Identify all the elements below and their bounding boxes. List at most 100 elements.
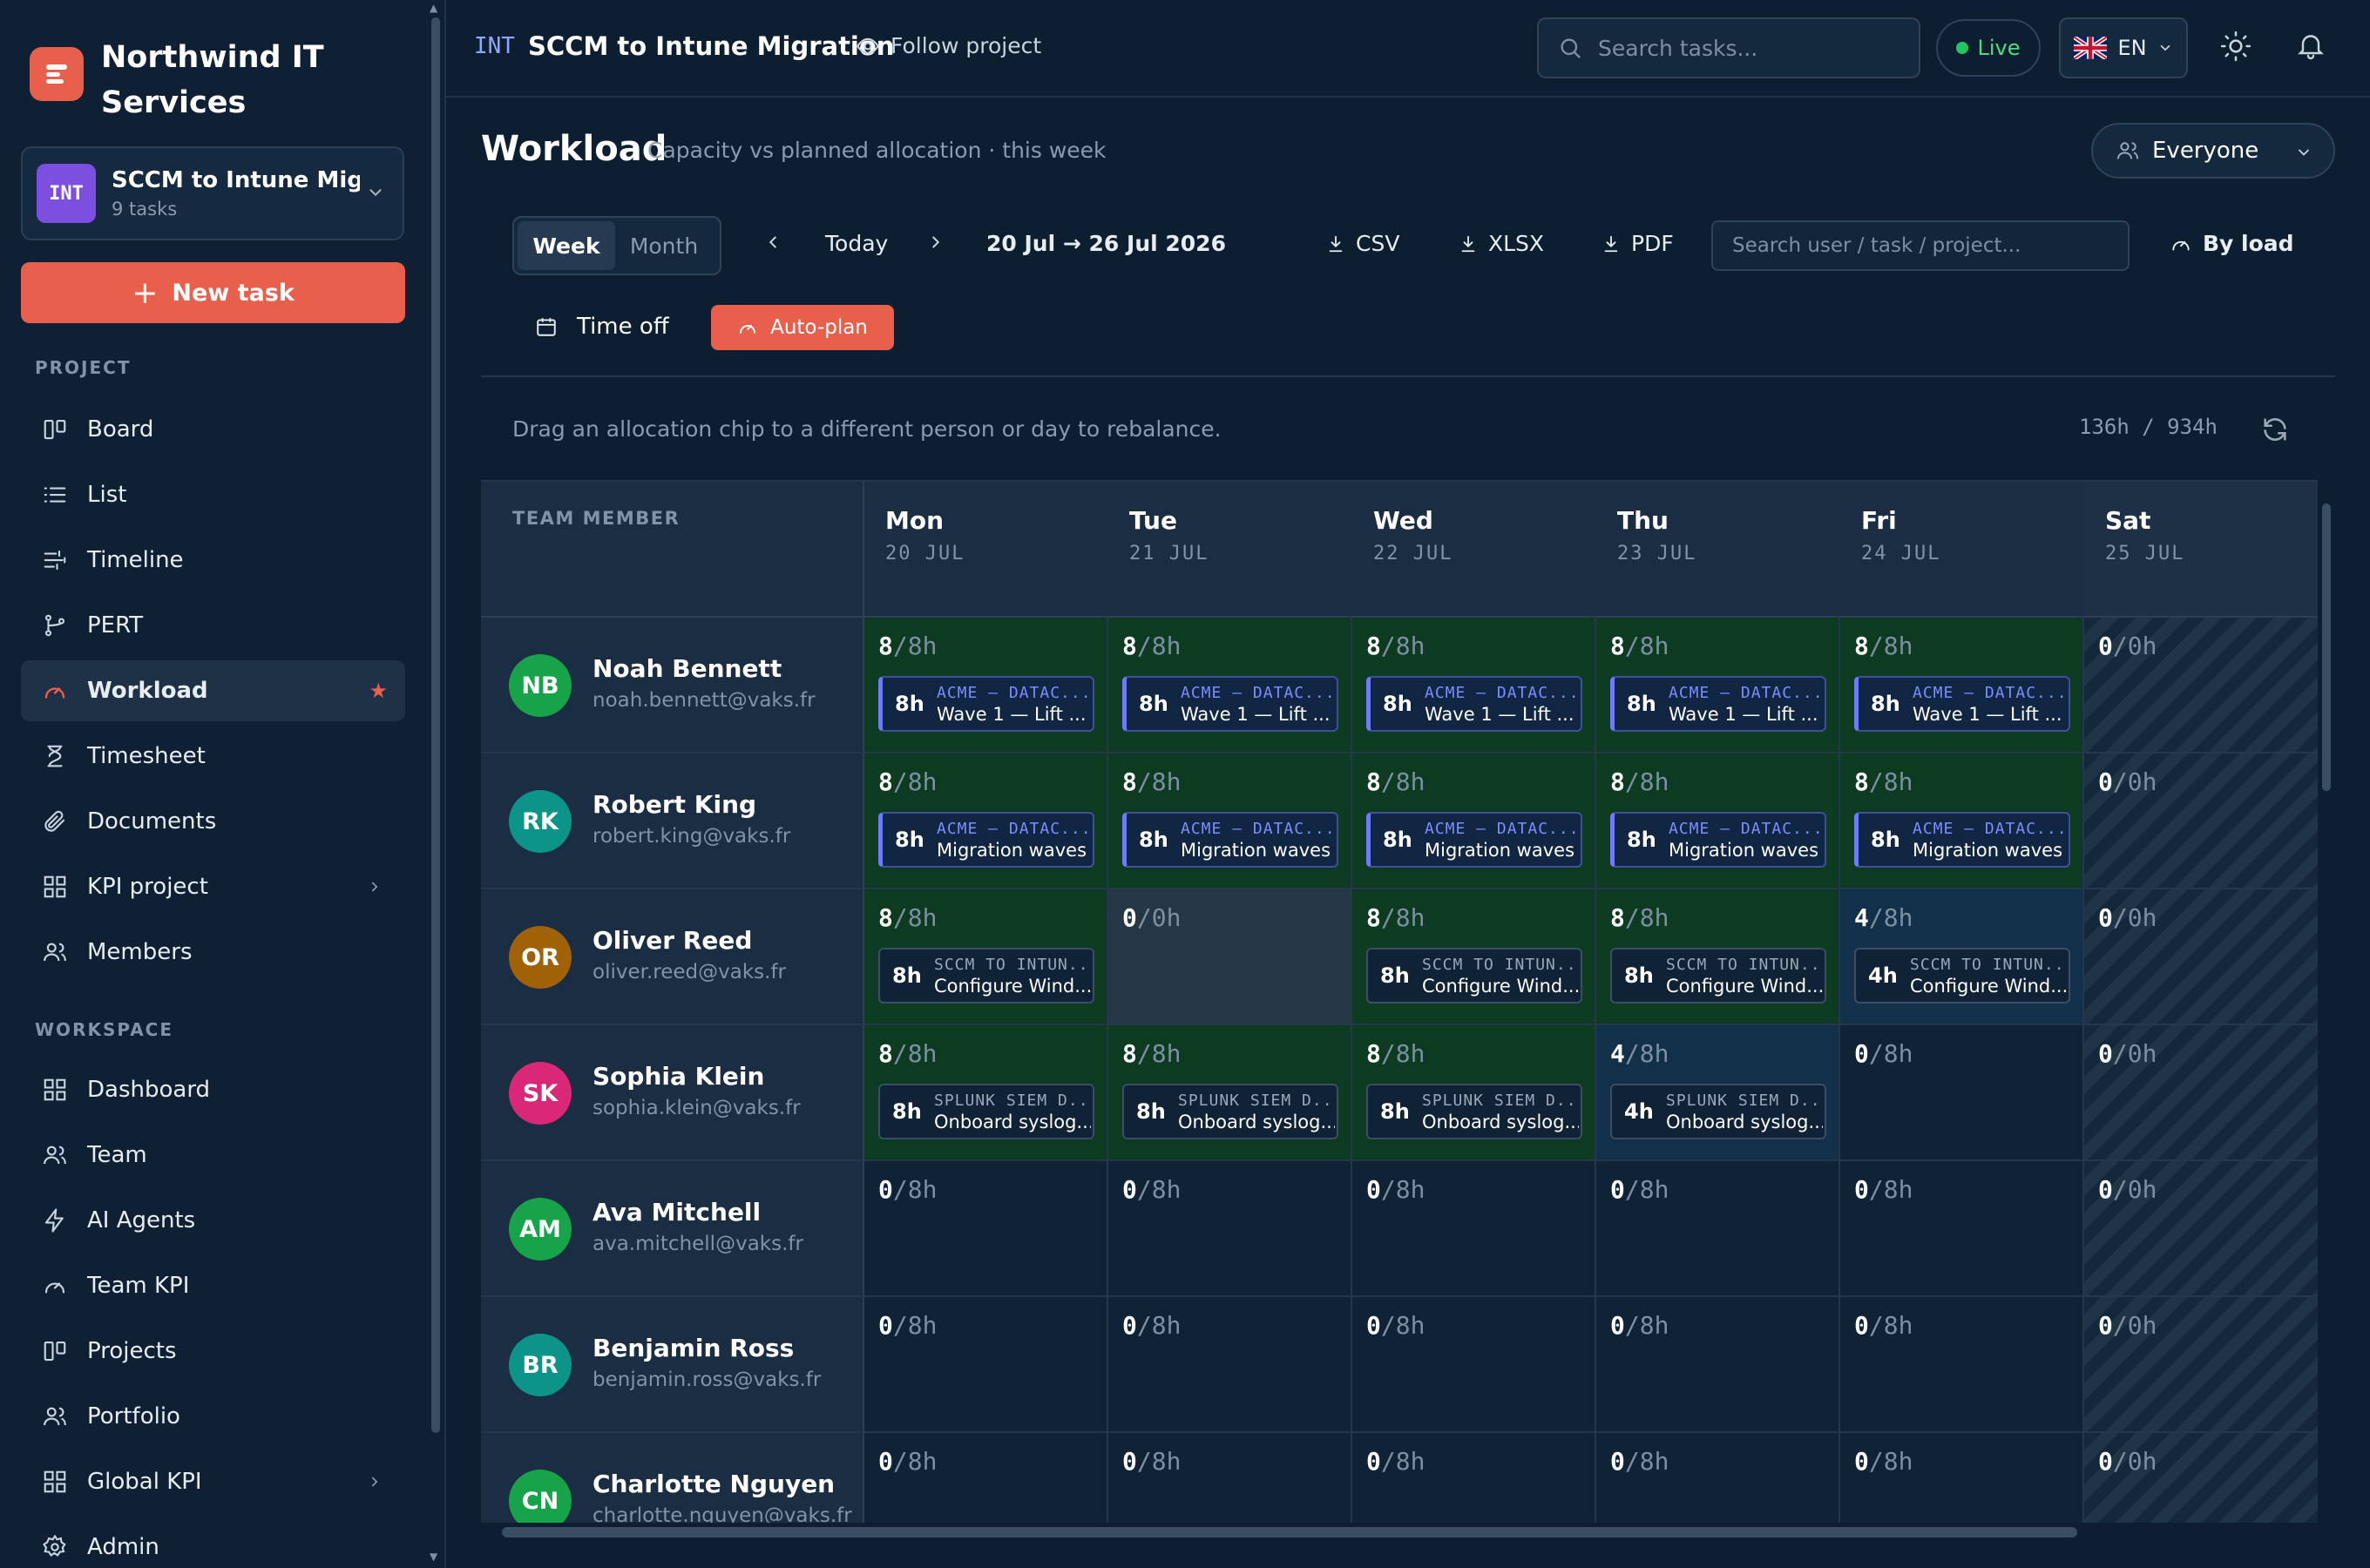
workload-cell[interactable]: 0/8h	[1108, 1161, 1352, 1297]
workload-cell[interactable]: 0/0h	[1108, 889, 1352, 1025]
workload-cell[interactable]: 0/8h	[1840, 1025, 2084, 1161]
allocation-chip[interactable]: 8h SCCM TO INTUN... Configure Wind...	[878, 948, 1094, 1004]
allocation-chip[interactable]: 8h ACME — DATAC... Wave 1 — Lift ...	[878, 676, 1094, 732]
workload-cell[interactable]: 8/8h 8h SCCM TO INTUN... Configure Wind.…	[1352, 889, 1596, 1025]
workload-cell[interactable]: 8/8h 8h ACME — DATAC... Migration waves	[1840, 754, 2084, 889]
workload-cell[interactable]: 0/8h	[1352, 1433, 1596, 1523]
workload-cell[interactable]: 0/0h	[2084, 1297, 2318, 1433]
team-member-row-header[interactable]: AM Ava Mitchell ava.mitchell@vaks.fr	[481, 1161, 864, 1297]
workload-cell[interactable]: 8/8h 8h ACME — DATAC... Wave 1 — Lift ..…	[1596, 618, 1840, 754]
workload-search-input[interactable]: Search user / task / project...	[1711, 220, 2130, 271]
workload-cell[interactable]: 8/8h 8h ACME — DATAC... Wave 1 — Lift ..…	[1352, 618, 1596, 754]
sidebar-item-documents[interactable]: Documents	[21, 791, 405, 852]
workload-cell[interactable]: 0/0h	[2084, 1433, 2318, 1523]
allocation-chip[interactable]: 8h SCCM TO INTUN... Configure Wind...	[1610, 948, 1826, 1004]
people-filter-dropdown[interactable]: Everyone	[2091, 123, 2335, 179]
brand[interactable]: Northwind IT Services	[30, 35, 336, 125]
workload-cell[interactable]: 0/8h	[1596, 1297, 1840, 1433]
workload-cell[interactable]: 0/0h	[2084, 754, 2318, 889]
allocation-chip[interactable]: 8h ACME — DATAC... Migration waves	[1854, 812, 2070, 868]
grid-horizontal-scrollbar[interactable]	[502, 1527, 2077, 1538]
workload-cell[interactable]: 0/8h	[1840, 1161, 2084, 1297]
previous-week-button[interactable]	[763, 233, 782, 252]
workload-cell[interactable]: 0/8h	[864, 1297, 1108, 1433]
grid-vertical-scrollbar[interactable]	[2322, 504, 2331, 791]
sidebar-item-list[interactable]: List	[21, 464, 405, 525]
allocation-chip[interactable]: 8h ACME — DATAC... Wave 1 — Lift ...	[1366, 676, 1582, 732]
workload-cell[interactable]: 4/8h 4h SCCM TO INTUN... Configure Wind.…	[1840, 889, 2084, 1025]
allocation-chip[interactable]: 8h SPLUNK SIEM D... Onboard syslog...	[1366, 1084, 1582, 1139]
workload-cell[interactable]: 8/8h 8h ACME — DATAC... Migration waves	[864, 754, 1108, 889]
sidebar-item-pert[interactable]: PERT	[21, 595, 405, 656]
workload-cell[interactable]: 0/8h	[1840, 1297, 2084, 1433]
allocation-chip[interactable]: 8h SPLUNK SIEM D... Onboard syslog...	[1122, 1084, 1338, 1139]
workload-cell[interactable]: 0/8h	[864, 1433, 1108, 1523]
export-xlsx-button[interactable]: XLSX	[1459, 231, 1544, 256]
sidebar-item-ai-agents[interactable]: AI Agents	[21, 1190, 405, 1251]
allocation-chip[interactable]: 8h ACME — DATAC... Migration waves	[1122, 812, 1338, 868]
new-task-button[interactable]: + New task	[21, 262, 405, 323]
sidebar-item-timesheet[interactable]: Timesheet	[21, 726, 405, 787]
team-member-row-header[interactable]: CN Charlotte Nguyen charlotte.nguyen@vak…	[481, 1433, 864, 1523]
team-member-row-header[interactable]: SK Sophia Klein sophia.klein@vaks.fr	[481, 1025, 864, 1161]
sidebar-item-admin[interactable]: Admin	[21, 1517, 405, 1568]
sidebar-item-global-kpi[interactable]: Global KPI	[21, 1451, 405, 1512]
workload-cell[interactable]: 8/8h 8h ACME — DATAC... Migration waves	[1108, 754, 1352, 889]
workload-cell[interactable]: 0/0h	[2084, 889, 2318, 1025]
workload-cell[interactable]: 8/8h 8h ACME — DATAC... Migration waves	[1352, 754, 1596, 889]
allocation-chip[interactable]: 8h ACME — DATAC... Migration waves	[1366, 812, 1582, 868]
task-search-input[interactable]: Search tasks...	[1537, 17, 1920, 78]
workload-cell[interactable]: 0/8h	[1596, 1161, 1840, 1297]
sidebar-item-members[interactable]: Members	[21, 922, 405, 983]
allocation-chip[interactable]: 8h SCCM TO INTUN... Configure Wind...	[1366, 948, 1582, 1004]
team-member-row-header[interactable]: OR Oliver Reed oliver.reed@vaks.fr	[481, 889, 864, 1025]
today-button[interactable]: Today	[825, 231, 889, 256]
sidebar-item-dashboard[interactable]: Dashboard	[21, 1059, 405, 1120]
workload-cell[interactable]: 0/0h	[2084, 1025, 2318, 1161]
follow-project-button[interactable]: Follow project	[856, 33, 1041, 58]
month-view-button[interactable]: Month	[629, 233, 699, 259]
sidebar-scrollbar[interactable]	[431, 17, 440, 1433]
time-off-button[interactable]: Time off	[535, 314, 669, 340]
workload-cell[interactable]: 0/8h	[864, 1161, 1108, 1297]
sort-by-load-button[interactable]: By load	[2170, 231, 2294, 256]
language-selector[interactable]: EN	[2059, 17, 2188, 78]
allocation-chip[interactable]: 8h ACME — DATAC... Migration waves	[878, 812, 1094, 868]
workload-cell[interactable]: 0/8h	[1108, 1297, 1352, 1433]
next-week-button[interactable]	[926, 233, 945, 252]
workload-cell[interactable]: 8/8h 8h ACME — DATAC... Wave 1 — Lift ..…	[864, 618, 1108, 754]
theme-toggle-sun-icon[interactable]	[2219, 30, 2252, 63]
sidebar-item-projects[interactable]: Projects	[21, 1321, 405, 1382]
sidebar-item-team-kpi[interactable]: Team KPI	[21, 1255, 405, 1316]
team-member-row-header[interactable]: BR Benjamin Ross benjamin.ross@vaks.fr	[481, 1297, 864, 1433]
auto-plan-button[interactable]: Auto-plan	[711, 305, 894, 350]
allocation-chip[interactable]: 8h ACME — DATAC... Wave 1 — Lift ...	[1854, 676, 2070, 732]
live-status-badge[interactable]: Live	[1936, 19, 2041, 77]
workload-cell[interactable]: 8/8h 8h ACME — DATAC... Migration waves	[1596, 754, 1840, 889]
workload-cell[interactable]: 0/8h	[1108, 1433, 1352, 1523]
sidebar-item-kpi-project[interactable]: KPI project	[21, 856, 405, 917]
allocation-chip[interactable]: 8h ACME — DATAC... Wave 1 — Lift ...	[1610, 676, 1826, 732]
sidebar-item-workload[interactable]: Workload ★	[21, 660, 405, 721]
export-pdf-button[interactable]: PDF	[1601, 231, 1674, 256]
workload-cell[interactable]: 4/8h 4h SPLUNK SIEM D... Onboard syslog.…	[1596, 1025, 1840, 1161]
scroll-down-arrow[interactable]: ▼	[430, 1551, 438, 1563]
week-view-button[interactable]: Week	[518, 221, 615, 270]
workload-cell[interactable]: 8/8h 8h SPLUNK SIEM D... Onboard syslog.…	[1352, 1025, 1596, 1161]
workload-cell[interactable]: 0/8h	[1352, 1161, 1596, 1297]
allocation-chip[interactable]: 8h SPLUNK SIEM D... Onboard syslog...	[878, 1084, 1094, 1139]
sidebar-item-portfolio[interactable]: Portfolio	[21, 1386, 405, 1447]
workload-cell[interactable]: 8/8h 8h SCCM TO INTUN... Configure Wind.…	[864, 889, 1108, 1025]
workload-cell[interactable]: 8/8h 8h ACME — DATAC... Wave 1 — Lift ..…	[1108, 618, 1352, 754]
workload-cell[interactable]: 8/8h 8h ACME — DATAC... Wave 1 — Lift ..…	[1840, 618, 2084, 754]
allocation-chip[interactable]: 4h SCCM TO INTUN... Configure Wind...	[1854, 948, 2070, 1004]
allocation-chip[interactable]: 8h ACME — DATAC... Migration waves	[1610, 812, 1826, 868]
workload-cell[interactable]: 0/0h	[2084, 618, 2318, 754]
sidebar-item-team[interactable]: Team	[21, 1125, 405, 1186]
team-member-row-header[interactable]: NB Noah Bennett noah.bennett@vaks.fr	[481, 618, 864, 754]
workload-cell[interactable]: 0/0h	[2084, 1161, 2318, 1297]
sidebar-item-board[interactable]: Board	[21, 399, 405, 460]
workload-cell[interactable]: 8/8h 8h SPLUNK SIEM D... Onboard syslog.…	[864, 1025, 1108, 1161]
project-switcher[interactable]: INT SCCM to Intune Mig... 9 tasks	[21, 146, 404, 240]
allocation-chip[interactable]: 4h SPLUNK SIEM D... Onboard syslog...	[1610, 1084, 1826, 1139]
